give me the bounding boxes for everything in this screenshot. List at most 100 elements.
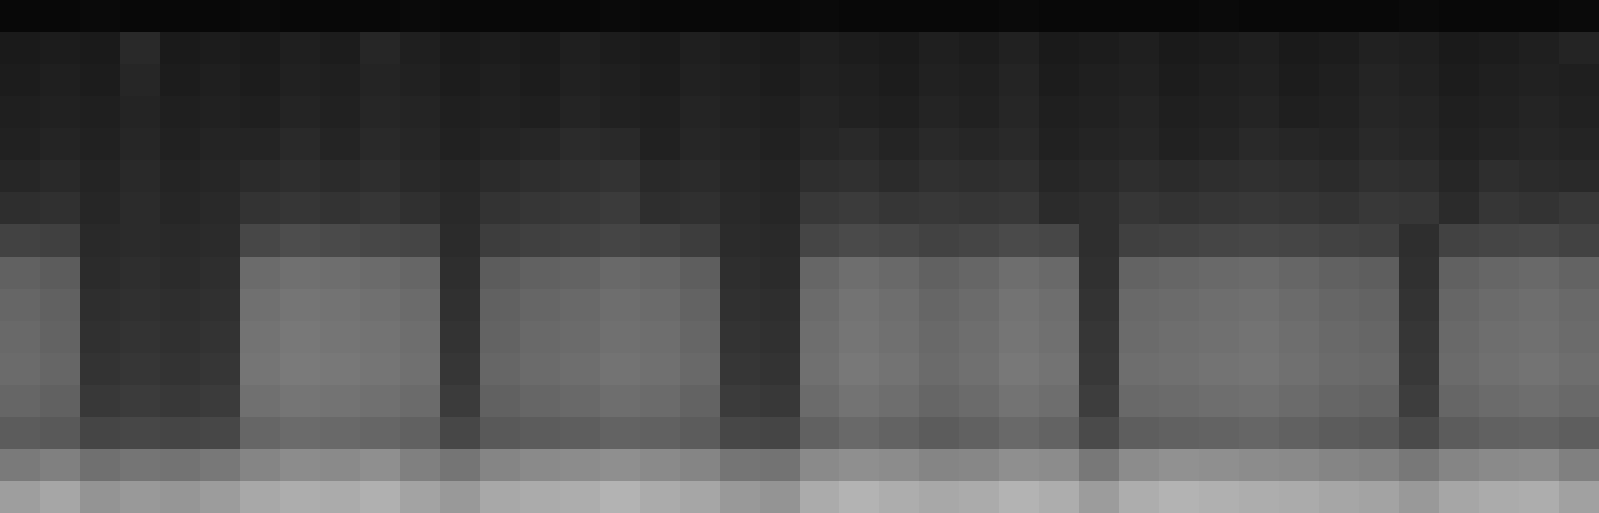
cell: [0, 385, 40, 418]
cell: [1559, 192, 1599, 225]
cell: [480, 192, 520, 225]
cell: [440, 417, 480, 450]
cell: [839, 96, 879, 129]
cell: [600, 449, 640, 482]
cell: [1239, 321, 1279, 354]
cell: [1519, 32, 1559, 65]
cell: [640, 128, 680, 161]
cell: [1439, 96, 1479, 129]
cell: [1519, 417, 1559, 450]
cell: [680, 449, 720, 482]
cell: [1199, 257, 1239, 290]
cell: [839, 289, 879, 322]
cell: [480, 289, 520, 322]
cell: [879, 449, 919, 482]
cell: [280, 257, 320, 290]
cell: [80, 128, 120, 161]
cell: [280, 64, 320, 97]
cell: [1319, 64, 1359, 97]
cell: [680, 64, 720, 97]
cell: [40, 257, 80, 290]
cell: [1079, 224, 1119, 257]
cell: [160, 321, 200, 354]
cell: [240, 353, 280, 386]
cell: [800, 96, 840, 129]
cell: [1359, 481, 1399, 513]
cell: [959, 353, 999, 386]
cell: [200, 417, 240, 450]
cell: [320, 128, 360, 161]
cell: [0, 321, 40, 354]
cell: [480, 257, 520, 290]
cell: [0, 32, 40, 65]
cell: [520, 353, 560, 386]
cell: [1399, 417, 1439, 450]
cell: [879, 481, 919, 513]
cell: [1079, 0, 1119, 33]
cell: [879, 257, 919, 290]
cell: [560, 0, 600, 33]
cell: [160, 224, 200, 257]
cell: [280, 160, 320, 193]
cell: [320, 160, 360, 193]
spectrogram: [0, 0, 1599, 513]
cell: [1439, 0, 1479, 33]
cell: [959, 160, 999, 193]
cell: [80, 321, 120, 354]
cell: [1559, 224, 1599, 257]
cell: [839, 0, 879, 33]
cell: [1159, 64, 1199, 97]
cell: [879, 289, 919, 322]
cell: [1159, 160, 1199, 193]
cell: [919, 449, 959, 482]
cell: [240, 96, 280, 129]
cell: [760, 64, 800, 97]
cell: [1079, 449, 1119, 482]
cell: [959, 289, 999, 322]
cell: [1239, 417, 1279, 450]
cell: [400, 417, 440, 450]
cell: [1239, 257, 1279, 290]
cell: [1119, 257, 1159, 290]
cell: [1439, 481, 1479, 513]
cell: [1199, 321, 1239, 354]
cell: [120, 289, 160, 322]
cell: [800, 289, 840, 322]
cell: [720, 32, 760, 65]
cell: [40, 289, 80, 322]
cell: [879, 417, 919, 450]
cell: [1399, 32, 1439, 65]
cell: [160, 0, 200, 33]
cell: [1479, 353, 1519, 386]
cell: [839, 160, 879, 193]
cell: [760, 160, 800, 193]
cell: [680, 0, 720, 33]
cell: [680, 385, 720, 418]
cell: [1359, 192, 1399, 225]
cell: [240, 385, 280, 418]
cell: [1519, 481, 1559, 513]
cell: [360, 257, 400, 290]
cell: [280, 417, 320, 450]
cell: [1479, 449, 1519, 482]
cell: [1439, 192, 1479, 225]
cell: [999, 385, 1039, 418]
cell: [160, 192, 200, 225]
cell: [360, 160, 400, 193]
cell: [600, 353, 640, 386]
cell: [1279, 289, 1319, 322]
cell: [1119, 0, 1159, 33]
cell: [200, 353, 240, 386]
cell: [839, 224, 879, 257]
cell: [919, 417, 959, 450]
cell: [839, 385, 879, 418]
cell: [280, 96, 320, 129]
cell: [919, 289, 959, 322]
cell: [1559, 353, 1599, 386]
cell: [1359, 257, 1399, 290]
cell: [240, 321, 280, 354]
cell: [320, 353, 360, 386]
cell: [0, 0, 40, 33]
cell: [1559, 321, 1599, 354]
cell: [1399, 289, 1439, 322]
